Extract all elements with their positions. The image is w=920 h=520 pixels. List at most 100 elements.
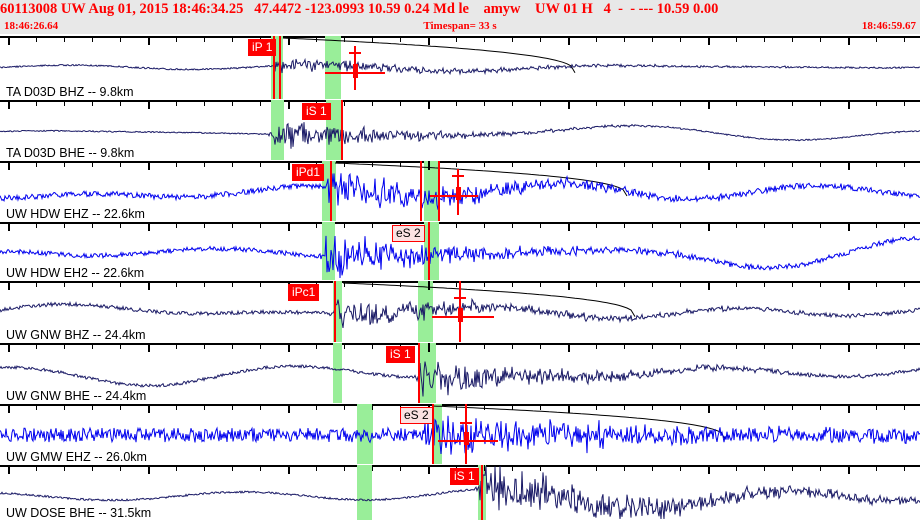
axis-tick <box>120 465 121 471</box>
axis-tick <box>64 281 65 287</box>
axis-tick <box>652 161 653 167</box>
axis-tick <box>8 281 10 290</box>
amplitude-marker-horizontal[interactable] <box>430 195 478 197</box>
trace-panel[interactable]: eS 2 UW HDW EH2 -- 22.6km <box>0 222 920 280</box>
axis-tick <box>708 281 710 290</box>
axis-tick <box>540 281 541 287</box>
axis-tick <box>708 465 710 474</box>
phase-pick-line[interactable] <box>418 343 420 403</box>
axis-tick <box>120 404 121 410</box>
trace-panel[interactable]: eS 2 UW GMW EHZ -- 26.0km <box>0 404 920 464</box>
waveform-trace <box>0 465 920 520</box>
event-summary-line: 60113008 UW Aug 01, 2015 18:46:34.25 47.… <box>0 1 719 17</box>
axis-tick <box>568 465 570 474</box>
axis-tick <box>540 222 541 228</box>
axis-tick <box>876 404 877 410</box>
axis-tick <box>792 100 793 106</box>
trace-panel[interactable]: iS 1 TA D03D BHE -- 9.8km <box>0 100 920 160</box>
axis-tick <box>92 343 93 349</box>
axis-tick <box>260 161 261 167</box>
phase-pick-label[interactable]: eS 2 <box>392 225 425 242</box>
axis-tick <box>736 343 737 349</box>
phase-pick-label[interactable]: iPd1 <box>292 164 325 181</box>
phase-pick-line[interactable] <box>334 281 336 342</box>
axis-tick <box>708 404 710 413</box>
trace-panel[interactable]: iPd1 UW HDW EHZ -- 22.6km <box>0 161 920 221</box>
axis-tick <box>260 100 261 106</box>
phase-pick-line[interactable] <box>279 36 281 99</box>
axis-tick <box>344 465 345 471</box>
phase-pick-line[interactable] <box>428 222 430 280</box>
axis-tick <box>540 465 541 471</box>
trace-panel[interactable]: iP 1 TA D03D BHZ -- 9.8km <box>0 36 920 99</box>
axis-tick <box>904 465 905 471</box>
amplitude-marker-horizontal[interactable] <box>432 316 494 318</box>
axis-tick <box>176 404 177 410</box>
time-axis <box>0 161 920 163</box>
axis-tick <box>288 36 290 45</box>
axis-tick <box>904 100 905 106</box>
axis-tick <box>428 281 430 290</box>
axis-tick <box>540 161 541 167</box>
axis-tick <box>484 404 485 410</box>
axis-tick <box>120 161 121 167</box>
axis-tick <box>736 100 737 106</box>
axis-tick <box>400 36 401 42</box>
phase-pick-line[interactable] <box>273 36 275 99</box>
axis-tick <box>876 281 877 287</box>
axis-tick <box>484 281 485 287</box>
axis-tick <box>624 100 625 106</box>
axis-tick <box>652 281 653 287</box>
highlight-band <box>325 36 341 99</box>
axis-ticks <box>0 404 920 413</box>
axis-tick <box>680 281 681 287</box>
axis-tick <box>848 100 850 109</box>
phase-pick-line[interactable] <box>420 161 422 221</box>
axis-tick <box>428 343 430 352</box>
coda-duration-curve <box>342 282 636 317</box>
trace-panel[interactable]: iS 1 UW DOSE BHE -- 31.5km <box>0 465 920 520</box>
time-axis <box>0 343 920 345</box>
axis-tick <box>232 222 233 228</box>
axis-tick <box>428 36 430 45</box>
time-axis <box>0 222 920 224</box>
axis-tick <box>596 100 597 106</box>
axis-tick <box>792 161 793 167</box>
axis-tick <box>148 36 150 45</box>
waveform-trace <box>0 235 920 279</box>
phase-pick-line[interactable] <box>432 404 434 464</box>
phase-pick-label[interactable]: eS 2 <box>400 407 433 424</box>
axis-tick <box>876 465 877 471</box>
axis-tick <box>764 281 765 287</box>
axis-tick <box>344 281 345 287</box>
channel-label: UW GMW EHZ -- 26.0km <box>6 450 147 464</box>
phase-pick-label[interactable]: iP 1 <box>248 39 277 56</box>
channel-label: TA D03D BHZ -- 9.8km <box>6 85 134 99</box>
axis-tick <box>708 161 710 170</box>
trace-panel[interactable]: iS 1 UW GNW BHE -- 24.4km <box>0 343 920 403</box>
axis-tick <box>596 404 597 410</box>
axis-tick <box>708 36 710 45</box>
axis-tick <box>232 465 233 471</box>
axis-tick <box>8 222 10 231</box>
phase-pick-label[interactable]: iS 1 <box>302 103 331 120</box>
trace-panel[interactable]: iPc1 UW GNW BHZ -- 24.4km <box>0 281 920 342</box>
phase-pick-label[interactable]: iPc1 <box>288 284 320 301</box>
axis-tick <box>708 343 710 352</box>
amplitude-marker-tick <box>452 175 464 177</box>
phase-pick-line[interactable] <box>481 465 483 520</box>
axis-tick <box>568 222 570 231</box>
axis-tick <box>876 100 877 106</box>
phase-pick-line[interactable] <box>438 161 440 221</box>
axis-tick <box>568 100 570 109</box>
amplitude-marker-blob <box>458 308 463 322</box>
amplitude-marker-blob <box>456 187 461 200</box>
phase-pick-label[interactable]: iS 1 <box>450 468 479 485</box>
axis-tick <box>372 161 373 167</box>
phase-pick-line[interactable] <box>330 161 332 221</box>
phase-pick-label[interactable]: iS 1 <box>386 346 415 363</box>
phase-pick-line[interactable] <box>341 100 343 160</box>
channel-label: TA D03D BHE -- 9.8km <box>6 146 135 160</box>
axis-tick <box>372 36 373 42</box>
amplitude-marker-blob <box>464 432 469 445</box>
